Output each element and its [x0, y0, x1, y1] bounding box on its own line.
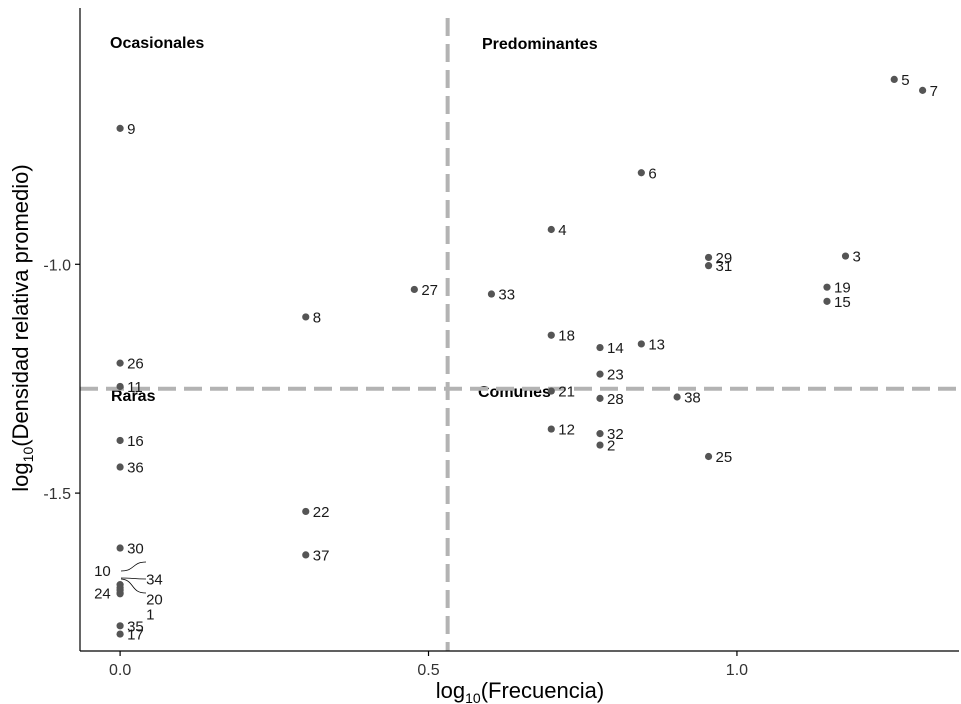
point-label-8: 8: [313, 309, 321, 326]
point-label-25: 25: [716, 449, 733, 466]
axis-titles: log10(Frecuencia) log10(Densidad relativ…: [8, 164, 604, 704]
data-point-9: [116, 124, 124, 132]
point-label-10: 10: [94, 563, 111, 580]
data-point-37: [302, 551, 310, 559]
point-label-14: 14: [607, 340, 624, 357]
data-point-11: [116, 382, 124, 391]
data-point-13: [637, 340, 645, 348]
point-labels: 1234567891011121314151617181920212223242…: [94, 72, 938, 644]
point-label-28: 28: [607, 391, 624, 408]
point-label-11: 11: [127, 379, 143, 396]
point-label-6: 6: [648, 165, 656, 182]
point-label-22: 22: [313, 504, 330, 521]
data-point-30: [116, 544, 124, 552]
point-label-31: 31: [716, 258, 733, 275]
data-point-17: [116, 630, 124, 638]
point-label-21: 21: [558, 384, 575, 401]
point-label-34: 34: [146, 571, 163, 588]
point-label-1: 1: [146, 606, 154, 623]
point-label-37: 37: [313, 547, 330, 564]
data-point-6: [637, 169, 645, 177]
point-label-9: 9: [127, 121, 135, 138]
data-point-18: [547, 331, 555, 339]
point-label-26: 26: [127, 356, 144, 373]
data-point-38: [673, 393, 681, 401]
data-point-21: [547, 387, 555, 395]
quadrant-label-bottom-right: Comunes: [478, 384, 551, 401]
axes: 0.0 0.5 1.0 -1.0 -1.5: [43, 8, 959, 679]
point-label-15: 15: [834, 294, 851, 311]
point-label-7: 7: [930, 83, 938, 100]
point-label-20: 20: [146, 591, 163, 608]
data-point-25: [704, 452, 713, 461]
data-point-22: [302, 507, 310, 516]
data-point-5: [890, 75, 898, 83]
x-tick-label: 0.5: [417, 662, 439, 679]
point-label-36: 36: [127, 460, 144, 477]
point-label-19: 19: [834, 280, 851, 297]
point-label-27: 27: [421, 282, 438, 299]
point-label-23: 23: [607, 367, 624, 384]
point-label-17: 17: [127, 627, 144, 644]
data-point-36: [116, 463, 124, 471]
point-label-35: 35: [127, 618, 144, 635]
quadrant-labels: Ocasionales Predominantes Raras Comunes: [110, 35, 598, 405]
data-point-3: [841, 252, 850, 260]
quadrant-label-top-left: Ocasionales: [110, 35, 204, 52]
y-tick-label: -1.0: [43, 257, 71, 274]
point-label-32: 32: [607, 426, 624, 443]
leader-line-20: [120, 577, 147, 580]
data-point-32: [596, 430, 604, 438]
data-point-15: [823, 297, 831, 305]
data-point-34: [116, 584, 124, 592]
y-tick-label: -1.5: [43, 486, 71, 503]
quadrant-label-bottom-left: Raras: [111, 388, 156, 405]
point-label-38: 38: [684, 390, 701, 407]
point-label-18: 18: [558, 328, 575, 345]
y-axis-title: log10(Densidad relativa promedio): [8, 164, 36, 491]
point-label-2: 2: [607, 438, 615, 455]
data-points: [116, 75, 927, 638]
data-point-29: [704, 253, 713, 262]
point-label-4: 4: [558, 222, 566, 239]
threshold-lines: [80, 18, 959, 651]
point-label-12: 12: [558, 422, 575, 439]
point-label-24: 24: [94, 586, 111, 603]
data-point-2: [596, 441, 604, 449]
data-point-23: [596, 370, 604, 378]
data-point-14: [596, 343, 604, 352]
x-tick-label: 1.0: [726, 662, 748, 679]
point-label-3: 3: [853, 249, 861, 266]
point-label-5: 5: [901, 72, 909, 89]
label-leader-lines: [120, 561, 147, 594]
x-tick-label: 0.0: [109, 662, 131, 679]
data-point-19: [823, 283, 831, 291]
data-point-33: [487, 290, 496, 298]
data-point-27: [410, 285, 418, 294]
data-point-28: [596, 394, 604, 402]
leader-line-1: [120, 578, 147, 594]
data-point-31: [704, 262, 713, 270]
point-label-30: 30: [127, 541, 144, 558]
leader-line-34: [120, 561, 147, 572]
data-point-16: [116, 436, 124, 445]
point-label-13: 13: [648, 336, 665, 353]
data-point-4: [547, 225, 555, 234]
data-point-8: [302, 313, 310, 321]
quadrant-label-top-right: Predominantes: [482, 36, 598, 53]
data-point-35: [116, 622, 124, 630]
point-label-16: 16: [127, 433, 144, 450]
data-point-12: [547, 425, 555, 433]
data-point-7: [919, 86, 927, 94]
x-axis-title: log10(Frecuencia): [436, 678, 604, 704]
point-label-29: 29: [716, 250, 733, 267]
data-point-26: [116, 359, 124, 367]
point-label-33: 33: [498, 287, 515, 304]
